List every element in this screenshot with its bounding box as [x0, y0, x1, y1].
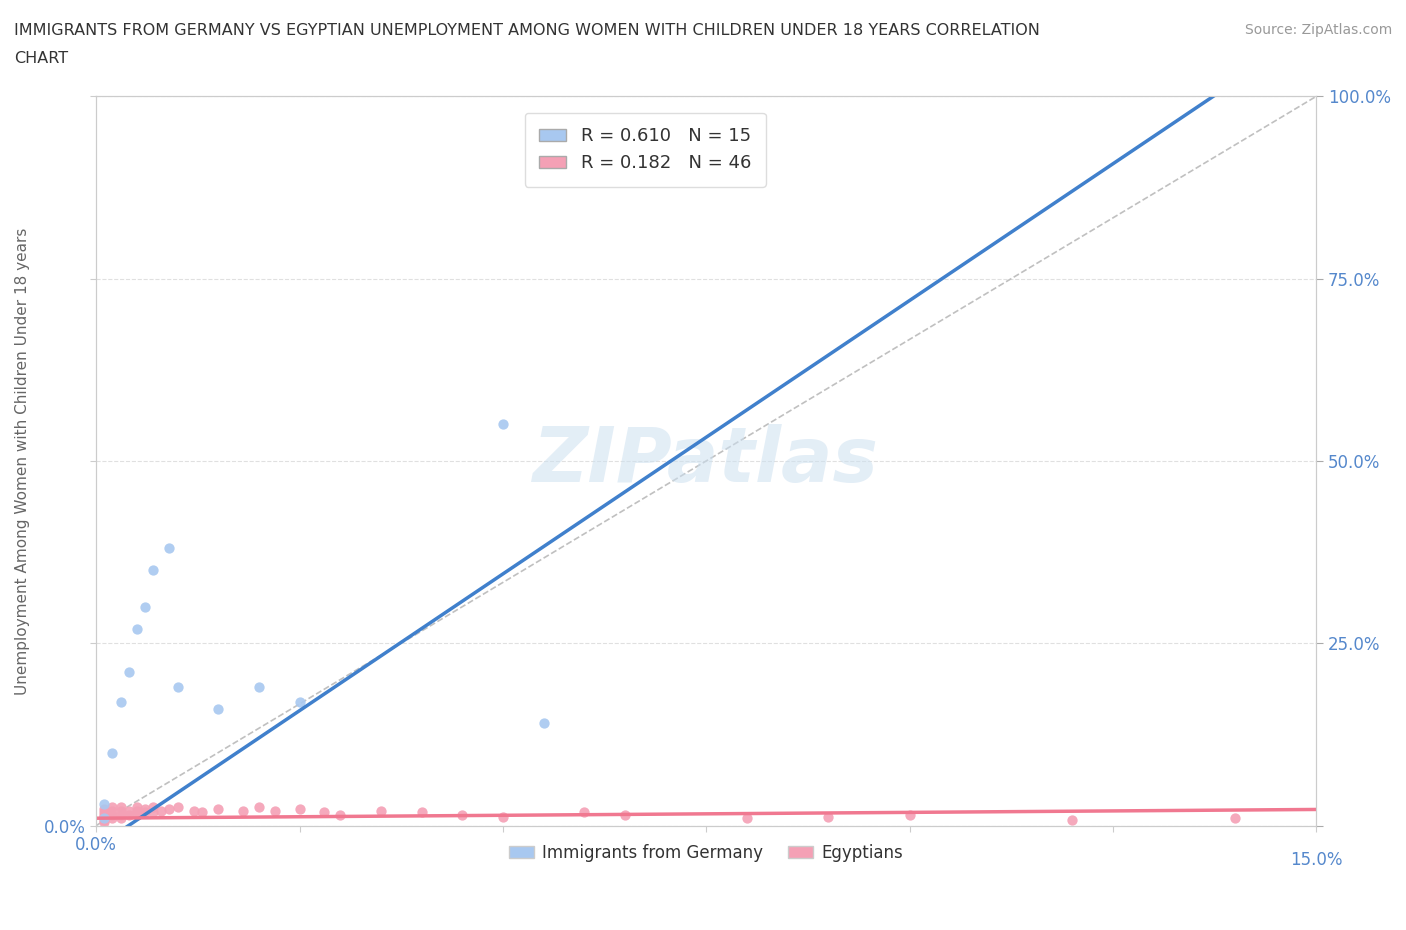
Point	[125, 807, 148, 822]
Point	[93, 815, 115, 830]
Point	[150, 804, 173, 818]
Point	[533, 716, 555, 731]
Point	[1062, 812, 1084, 827]
Text: Source: ZipAtlas.com: Source: ZipAtlas.com	[1244, 23, 1392, 37]
Point	[288, 694, 311, 709]
Point	[110, 804, 132, 818]
Point	[125, 804, 148, 818]
Point	[817, 809, 839, 824]
Point	[288, 802, 311, 817]
Text: ZIPatlas: ZIPatlas	[533, 424, 879, 498]
Point	[613, 807, 636, 822]
Point	[110, 800, 132, 815]
Point	[451, 807, 474, 822]
Point	[232, 804, 254, 818]
Point	[93, 805, 115, 820]
Y-axis label: Unemployment Among Women with Children Under 18 years: Unemployment Among Women with Children U…	[15, 227, 30, 695]
Point	[125, 621, 148, 636]
Point	[492, 809, 515, 824]
Point	[492, 417, 515, 432]
Text: 15.0%: 15.0%	[1289, 851, 1343, 869]
Point	[898, 807, 921, 822]
Point	[93, 796, 115, 811]
Point	[110, 811, 132, 826]
Point	[572, 805, 595, 820]
Point	[157, 802, 180, 817]
Point	[264, 804, 287, 818]
Text: IMMIGRANTS FROM GERMANY VS EGYPTIAN UNEMPLOYMENT AMONG WOMEN WITH CHILDREN UNDER: IMMIGRANTS FROM GERMANY VS EGYPTIAN UNEM…	[14, 23, 1040, 38]
Point	[118, 665, 141, 680]
Point	[157, 541, 180, 556]
Point	[101, 800, 124, 815]
Point	[191, 805, 214, 820]
Point	[101, 807, 124, 822]
Point	[247, 680, 270, 695]
Text: CHART: CHART	[14, 51, 67, 66]
Point	[207, 802, 229, 817]
Point	[118, 807, 141, 822]
Point	[93, 807, 115, 822]
Point	[183, 804, 205, 818]
Point	[166, 800, 188, 815]
Point	[370, 804, 392, 818]
Point	[329, 807, 352, 822]
Point	[142, 800, 165, 815]
Point	[93, 811, 115, 826]
Point	[411, 805, 433, 820]
Point	[93, 812, 115, 827]
Point	[118, 804, 141, 818]
Point	[101, 745, 124, 760]
Point	[207, 701, 229, 716]
Point	[110, 694, 132, 709]
Point	[93, 802, 115, 817]
Point	[735, 811, 758, 826]
Point	[142, 805, 165, 820]
Point	[134, 805, 156, 820]
Point	[93, 809, 115, 824]
Point	[101, 804, 124, 818]
Point	[125, 800, 148, 815]
Point	[142, 563, 165, 578]
Point	[247, 800, 270, 815]
Point	[1223, 811, 1246, 826]
Point	[134, 599, 156, 614]
Point	[134, 802, 156, 817]
Point	[166, 680, 188, 695]
Legend: Immigrants from Germany, Egyptians: Immigrants from Germany, Egyptians	[502, 837, 910, 869]
Point	[101, 811, 124, 826]
Point	[110, 807, 132, 822]
Point	[312, 805, 335, 820]
